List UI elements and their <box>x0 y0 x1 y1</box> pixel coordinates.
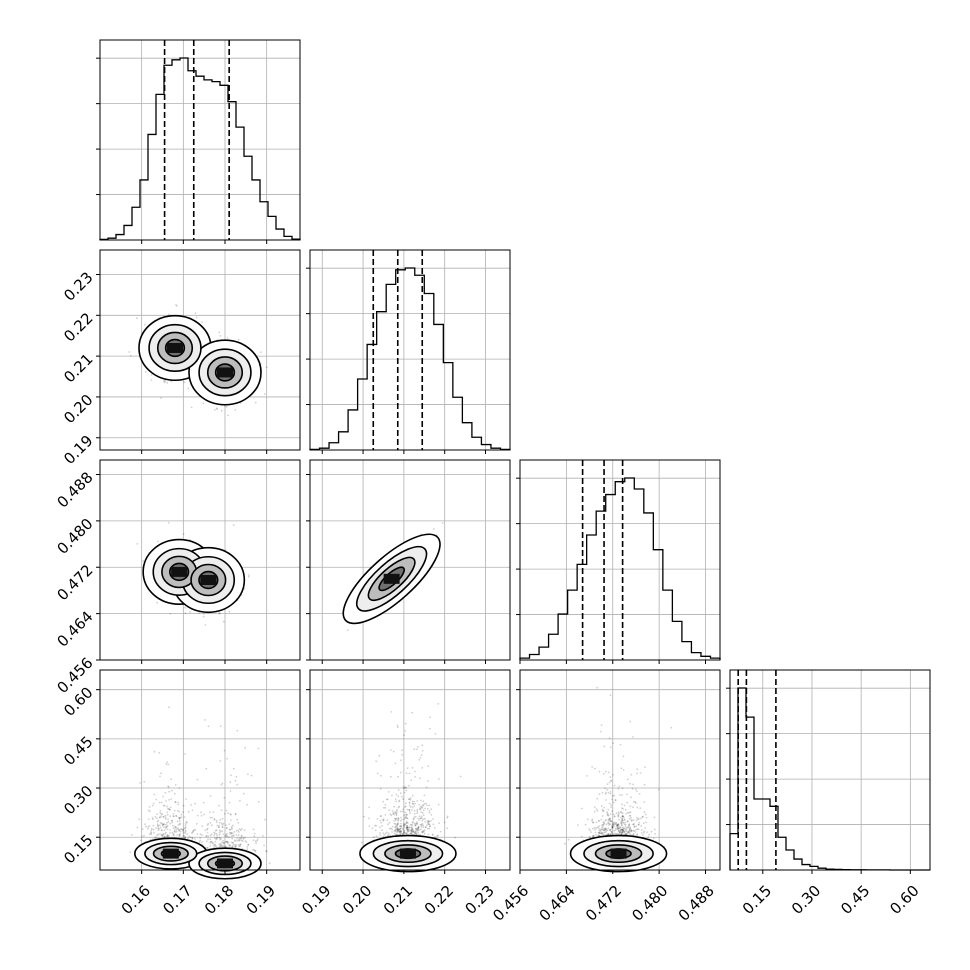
density-peak <box>399 848 416 859</box>
y-tick-label: 0.15 <box>60 831 96 867</box>
panel-background <box>520 460 720 660</box>
panel-frame <box>99 459 301 661</box>
density-panel-1-2 <box>306 459 511 664</box>
x-tick-label: 0.480 <box>628 882 671 925</box>
panel-frame <box>99 669 301 871</box>
density-panel-0-2 <box>96 459 301 664</box>
x-tick-label: 0.472 <box>582 882 625 925</box>
x-tick-label: 0.18 <box>201 882 237 918</box>
y-tick-label: 0.20 <box>60 391 96 427</box>
histogram-step <box>99 57 301 241</box>
panel-background <box>730 670 930 870</box>
histogram-panel-3 <box>726 669 931 874</box>
y-tick-label: 0.472 <box>53 561 96 604</box>
x-tick-label: 0.60 <box>886 882 922 918</box>
histogram-step <box>519 477 721 660</box>
histogram-step <box>309 267 511 451</box>
y-tick-label: 0.45 <box>60 733 96 769</box>
y-tick-label: 0.488 <box>53 468 96 511</box>
x-tick-label: 0.17 <box>159 882 195 918</box>
x-tick-label: 0.22 <box>421 882 457 918</box>
density-panel-2-3 <box>516 669 721 874</box>
density-panel-1-3 <box>306 669 511 874</box>
panel-frame <box>309 669 511 871</box>
x-tick-label: 0.488 <box>675 882 718 925</box>
y-tick-label: 0.21 <box>60 350 96 386</box>
histogram-panel-0 <box>96 39 301 244</box>
x-tick-label: 0.19 <box>243 882 279 918</box>
density-peak <box>383 573 400 584</box>
x-tick-label: 0.464 <box>536 882 579 925</box>
x-tick-label: 0.30 <box>788 882 824 918</box>
y-tick-label: 0.480 <box>53 515 96 558</box>
panel-frame <box>519 669 721 871</box>
y-tick-label: 0.19 <box>60 432 96 468</box>
panel-background <box>310 250 510 450</box>
x-tick-label: 0.20 <box>339 882 375 918</box>
panel-frame <box>519 459 721 661</box>
density-peak <box>217 858 233 869</box>
y-tick-label: 0.23 <box>60 268 96 304</box>
panel-background <box>100 40 300 240</box>
histogram-panel-2 <box>516 459 721 664</box>
density-peak <box>162 848 179 859</box>
x-tick-label: 0.15 <box>739 882 775 918</box>
x-tick-label: 0.45 <box>837 882 873 918</box>
panel-frame <box>99 249 301 451</box>
x-tick-label: 0.19 <box>298 882 334 918</box>
density-peak <box>610 848 627 859</box>
panel-frame <box>99 39 301 241</box>
x-tick-label: 0.21 <box>380 882 416 918</box>
density-peak <box>200 575 217 585</box>
density-panel-0-1 <box>96 249 301 454</box>
density-peak <box>217 367 233 378</box>
x-tick-label: 0.16 <box>118 882 154 918</box>
y-tick-label: 0.464 <box>53 607 96 650</box>
density-panel-0-3 <box>96 669 301 880</box>
density-peak <box>167 342 183 353</box>
histogram-panel-1 <box>306 249 511 454</box>
y-tick-label: 0.30 <box>60 782 96 818</box>
density-peak <box>171 566 188 577</box>
x-tick-label: 0.456 <box>489 882 532 925</box>
y-tick-label: 0.22 <box>60 309 96 345</box>
panel-frame <box>729 669 931 871</box>
panel-frame <box>309 249 511 451</box>
panel-frame <box>309 459 511 661</box>
